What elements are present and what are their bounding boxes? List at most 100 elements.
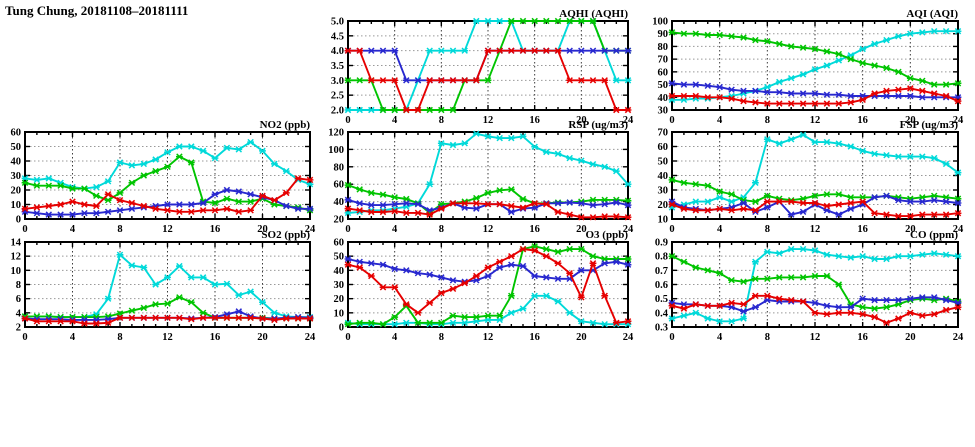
co-title: CO (ppm) (910, 229, 958, 241)
rsp-xtick-label: 0 (345, 224, 350, 235)
co-ytick-label: 0.6 (655, 280, 668, 291)
fsp-ytick-label: 20 (658, 200, 669, 211)
no2-series-green (21, 153, 314, 214)
rsp-ytick-label: 120 (328, 128, 344, 139)
so2-ytick-label: 10 (11, 266, 22, 277)
fsp-xtick-label: 8 (765, 224, 770, 235)
aqi-ytick-label: 70 (658, 55, 669, 66)
rsp-xtick-label: 8 (439, 224, 444, 235)
so2-xtick-label: 4 (70, 332, 76, 343)
so2-ytick-label: 12 (11, 252, 22, 263)
aqhi-xtick-label: 24 (623, 115, 634, 126)
aqhi-xtick-label: 4 (392, 115, 398, 126)
co-ytick-label: 0.5 (655, 294, 668, 305)
no2-plot-svg: 0 4 8 12 16 20 24 0 10 20 30 40 50 60 NO2 (ppb) (11, 119, 317, 235)
no2-xtick-label: 20 (257, 224, 268, 235)
chart-o3: 0 4 8 12 16 20 24 0 10 20 30 40 50 60 O3 (ppb) (306, 226, 642, 347)
rsp-xtick-label: 16 (529, 224, 540, 235)
no2-xtick-label: 8 (117, 224, 122, 235)
no2-xtick-label: 16 (210, 224, 221, 235)
fsp-xtick-label: 24 (953, 224, 964, 235)
no2-ytick-label: 10 (11, 200, 22, 211)
co-plot-svg: 0 4 8 12 16 20 24 0.3 0.4 0.5 0.6 0.7 0.8 0.9 CO (ppm) (655, 229, 964, 343)
o3-ytick-label: 60 (334, 238, 345, 249)
co-xtick-label: 16 (857, 332, 868, 343)
no2-xtick-label: 12 (162, 224, 173, 235)
no2-xtick-label: 0 (22, 224, 27, 235)
aqi-xtick-label: 24 (953, 115, 964, 126)
co-ytick-label: 0.8 (655, 252, 668, 263)
fsp-xtick-label: 20 (905, 224, 916, 235)
aqhi-xtick-label: 20 (576, 115, 587, 126)
o3-xtick-label: 0 (345, 332, 350, 343)
aqi-xtick-label: 16 (857, 115, 868, 126)
chart-no2: 0 4 8 12 16 20 24 0 10 20 30 40 50 60 NO2 (ppb) (0, 116, 324, 239)
o3-ytick-label: 0 (339, 323, 344, 334)
rsp-xtick-label: 24 (623, 224, 634, 235)
fsp-series-red (668, 198, 962, 220)
aqi-xtick-label: 8 (765, 115, 770, 126)
aqhi-xtick-label: 0 (345, 115, 350, 126)
aqi-series-green (668, 29, 962, 88)
so2-xtick-label: 0 (22, 332, 27, 343)
chart-fsp: 0 4 8 12 16 20 24 10 20 30 40 50 60 70 FSP (ug/m3) (630, 116, 972, 239)
chart-so2: 0 4 8 12 16 20 24 2 4 6 8 10 12 14 SO2 (ppb) (0, 226, 324, 347)
aqhi-xtick-label: 12 (483, 115, 494, 126)
no2-ytick-label: 40 (11, 157, 22, 168)
fsp-xtick-label: 12 (810, 224, 821, 235)
aqi-ytick-label: 80 (658, 42, 669, 53)
aqhi-series-red (344, 47, 632, 114)
chart-rsp: 0 4 8 12 16 20 24 20 40 60 80 100 120 RSP (ug/m3) (306, 116, 642, 239)
o3-xtick-label: 12 (483, 332, 494, 343)
aqi-ytick-label: 60 (658, 67, 669, 78)
so2-xtick-label: 12 (162, 332, 173, 343)
aqhi-xtick-label: 8 (439, 115, 444, 126)
rsp-ytick-label: 80 (334, 162, 345, 173)
no2-xtick-label: 24 (305, 224, 316, 235)
so2-series-red (21, 314, 314, 327)
no2-ytick-label: 0 (16, 215, 21, 226)
fsp-plot-svg: 0 4 8 12 16 20 24 10 20 30 40 50 60 70 FSP (ug/m3) (658, 119, 965, 235)
aqhi-ytick-label: 2.0 (331, 106, 344, 117)
co-ytick-label: 0.9 (655, 238, 668, 249)
fsp-ytick-label: 50 (658, 157, 669, 168)
fsp-title: FSP (ug/m3) (900, 119, 959, 131)
rsp-xtick-label: 12 (483, 224, 494, 235)
chart-aqi: 0 4 8 12 16 20 24 30 40 50 60 70 80 90 100 AQI (AQI) (630, 5, 972, 130)
o3-xtick-label: 20 (576, 332, 587, 343)
chart-co: 0 4 8 12 16 20 24 0.3 0.4 0.5 0.6 0.7 0.8 0.9 CO (ppm) (630, 226, 972, 347)
co-xtick-label: 0 (669, 332, 674, 343)
co-ytick-label: 0.4 (655, 308, 669, 319)
co-series-red (668, 292, 962, 327)
no2-series-cyan (21, 138, 314, 192)
no2-series-red (21, 175, 314, 216)
aqi-xtick-label: 0 (669, 115, 674, 126)
aqi-ytick-label: 50 (658, 80, 669, 91)
no2-ytick-label: 20 (11, 186, 22, 197)
no2-ytick-label: 60 (11, 128, 22, 139)
o3-ytick-label: 40 (334, 266, 345, 277)
o3-series-red (344, 245, 632, 327)
aqi-xtick-label: 12 (810, 115, 821, 126)
no2-ytick-label: 50 (11, 142, 22, 153)
fsp-ytick-label: 40 (658, 171, 669, 182)
co-xtick-label: 20 (905, 332, 916, 343)
aqhi-title: AQHI (AQHI) (559, 8, 628, 20)
aqhi-ytick-label: 3.5 (331, 61, 344, 72)
co-ytick-label: 0.3 (655, 323, 668, 334)
rsp-series-red (344, 200, 632, 221)
aqi-xtick-label: 4 (717, 115, 723, 126)
so2-xtick-label: 20 (257, 332, 268, 343)
o3-ytick-label: 30 (334, 280, 345, 291)
no2-title: NO2 (ppb) (260, 119, 311, 131)
o3-title: O3 (ppb) (586, 229, 629, 241)
o3-ytick-label: 10 (334, 308, 345, 319)
aqi-ytick-label: 90 (658, 29, 669, 40)
fsp-ytick-label: 10 (658, 215, 669, 226)
o3-xtick-label: 8 (439, 332, 444, 343)
rsp-xtick-label: 4 (392, 224, 398, 235)
rsp-xtick-label: 20 (576, 224, 587, 235)
so2-ytick-label: 14 (11, 238, 22, 249)
co-series-green (668, 252, 962, 312)
